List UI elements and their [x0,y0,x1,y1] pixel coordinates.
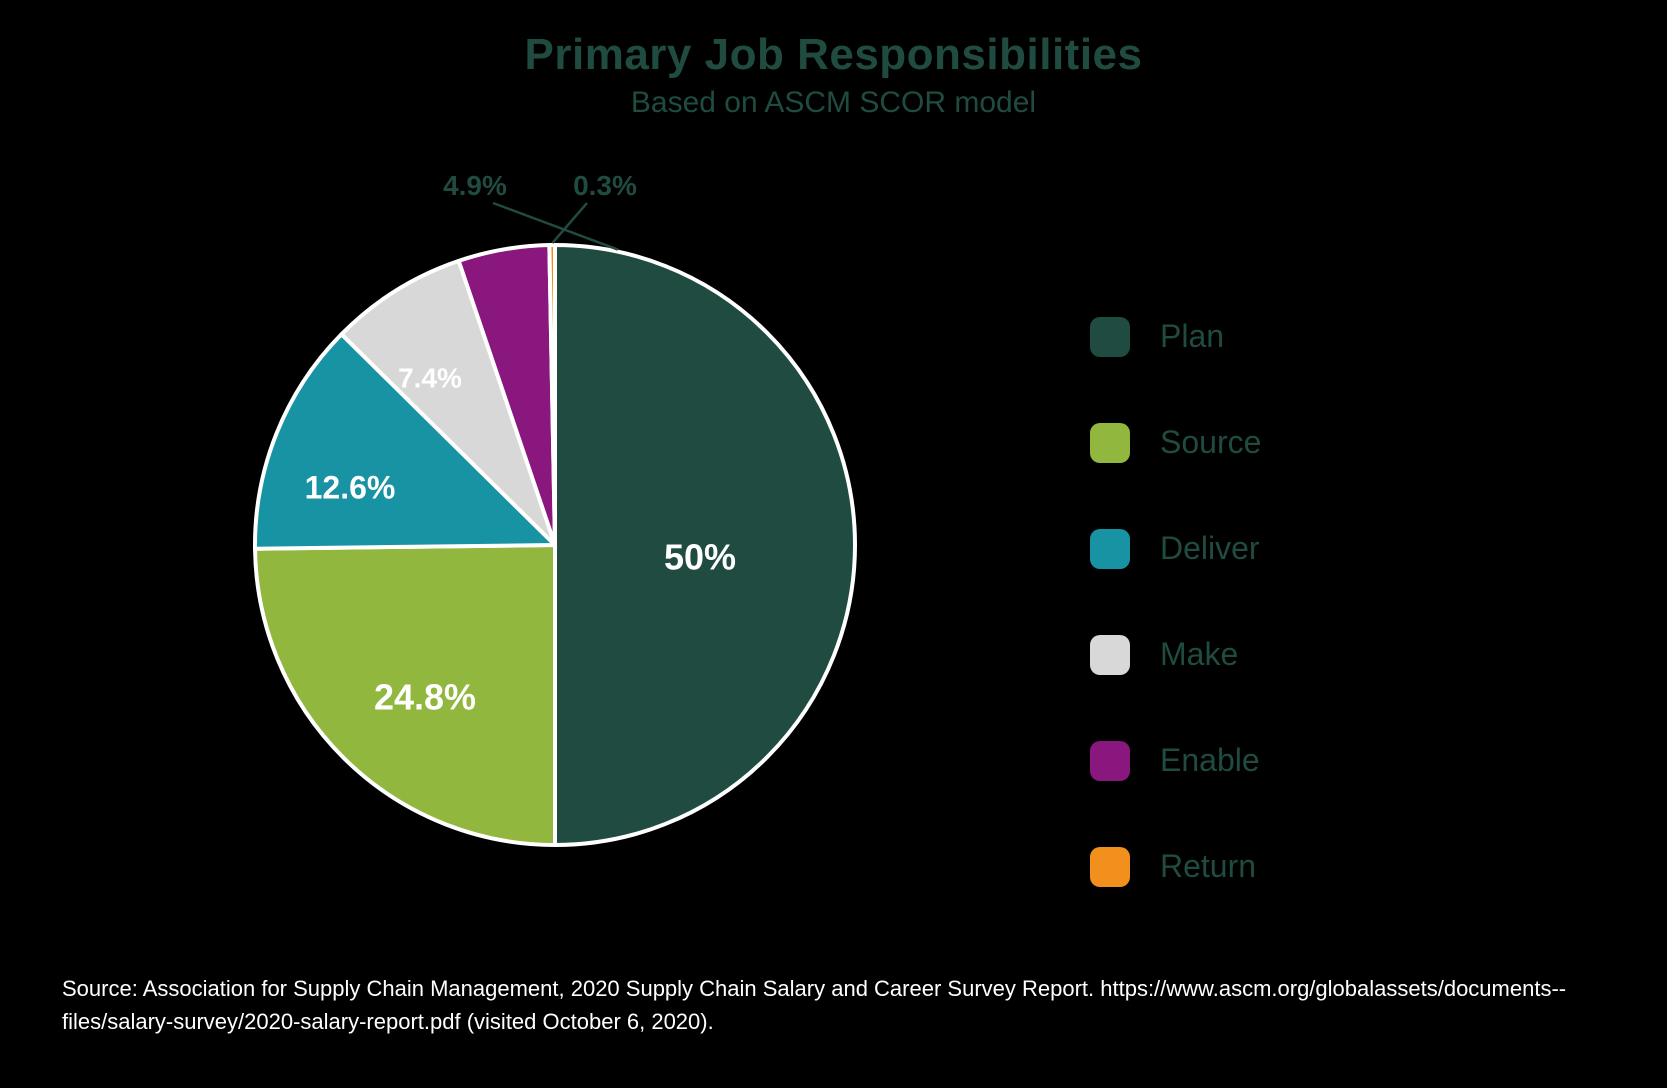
callout-label-enable: 4.9% [443,170,507,201]
callout-label-return: 0.3% [573,170,637,201]
legend-item-plan: Plan [1090,300,1261,373]
legend-swatch-plan [1090,317,1130,357]
pie-chart: 50% 24.8% 12.6% 7.4% 4.9% 0.3% [0,0,1667,1088]
slice-label-plan: 50% [664,537,736,578]
legend-label-plan: Plan [1160,318,1224,355]
legend-swatch-source [1090,423,1130,463]
slice-label-deliver: 12.6% [305,469,396,505]
slice-label-make: 7.4% [398,362,462,393]
legend-item-enable: Enable [1090,724,1261,797]
legend-item-make: Make [1090,618,1261,691]
callout-line-enable [493,203,618,250]
legend-item-deliver: Deliver [1090,512,1261,585]
slice-label-source: 24.8% [374,677,476,718]
legend-label-enable: Enable [1160,742,1260,779]
legend-item-source: Source [1090,406,1261,479]
legend: Plan Source Deliver Make Enable Return [1090,300,1261,903]
legend-label-deliver: Deliver [1160,530,1260,567]
legend-swatch-deliver [1090,529,1130,569]
legend-label-source: Source [1160,424,1261,461]
legend-swatch-enable [1090,741,1130,781]
legend-swatch-make [1090,635,1130,675]
legend-item-return: Return [1090,830,1261,903]
source-citation: Source: Association for Supply Chain Man… [62,972,1602,1038]
legend-swatch-return [1090,847,1130,887]
legend-label-return: Return [1160,848,1256,885]
legend-label-make: Make [1160,636,1238,673]
